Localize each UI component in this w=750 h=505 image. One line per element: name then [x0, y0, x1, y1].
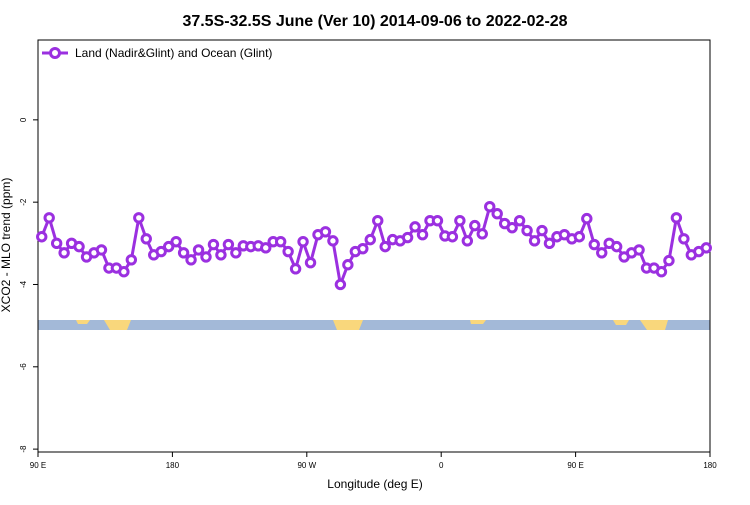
- point: [633, 244, 645, 256]
- y-tick-label: -2: [19, 198, 28, 206]
- point: [95, 244, 108, 256]
- point: [289, 263, 302, 275]
- point: [200, 251, 212, 263]
- point: [461, 235, 474, 247]
- x-tick-label: 90 W: [297, 461, 316, 470]
- y-tick-label: -4: [19, 280, 28, 288]
- point: [543, 237, 556, 250]
- point: [155, 245, 167, 258]
- point: [416, 228, 429, 241]
- point: [125, 254, 138, 266]
- point: [506, 221, 518, 234]
- y-axis-label: XCO2 - MLO trend (ppm): [0, 178, 13, 313]
- point: [401, 231, 414, 244]
- point: [170, 235, 182, 248]
- point: [454, 214, 466, 227]
- point: [610, 240, 623, 253]
- point: [319, 226, 332, 238]
- point: [185, 254, 197, 266]
- point: [670, 212, 683, 224]
- point: [484, 200, 496, 213]
- point: [162, 240, 175, 253]
- point: [588, 238, 600, 251]
- point: [342, 259, 354, 271]
- point: [274, 235, 287, 248]
- x-tick-label: 180: [703, 461, 717, 470]
- point: [409, 221, 421, 233]
- point: [372, 214, 384, 227]
- point: [260, 242, 272, 254]
- y-tick-label: -8: [19, 445, 28, 453]
- point: [43, 212, 55, 224]
- point: [58, 247, 70, 259]
- x-tick-label: 90 E: [30, 461, 46, 470]
- point: [513, 214, 526, 227]
- point: [528, 235, 541, 247]
- legend-label: Land (Nadir&Glint) and Ocean (Glint): [75, 46, 272, 60]
- y-tick-label: -6: [19, 363, 28, 371]
- point: [50, 237, 63, 250]
- legend-marker: [49, 47, 61, 59]
- point: [573, 231, 586, 243]
- point: [177, 247, 190, 259]
- x-tick-label: 90 E: [567, 461, 583, 470]
- point: [476, 228, 488, 240]
- point: [357, 242, 369, 255]
- point: [207, 238, 220, 251]
- point: [230, 247, 242, 259]
- point: [581, 212, 593, 225]
- point: [678, 233, 690, 245]
- point: [663, 254, 675, 267]
- point: [73, 240, 85, 253]
- x-tick-label: 180: [166, 461, 180, 470]
- point: [215, 249, 227, 261]
- point: [431, 214, 444, 227]
- point: [297, 235, 309, 248]
- point: [140, 233, 152, 245]
- point: [36, 231, 48, 243]
- point: [655, 266, 668, 278]
- legend: Land (Nadir&Glint) and Ocean (Glint): [42, 46, 272, 60]
- point: [446, 231, 459, 243]
- point: [700, 242, 712, 254]
- point: [491, 207, 503, 220]
- point: [282, 245, 294, 258]
- point: [364, 233, 376, 246]
- map-strip: [38, 320, 710, 330]
- point: [118, 266, 130, 278]
- point: [304, 256, 317, 269]
- point: [222, 238, 235, 251]
- point: [133, 212, 145, 224]
- point: [469, 219, 481, 232]
- point: [379, 240, 391, 253]
- point: [521, 224, 533, 237]
- x-axis-label: Longitude (deg E): [327, 477, 422, 491]
- point: [327, 235, 339, 247]
- point: [192, 244, 205, 256]
- point: [334, 278, 347, 291]
- chart-title: 37.5S-32.5S June (Ver 10) 2014-09-06 to …: [182, 13, 567, 30]
- point: [536, 224, 548, 237]
- point: [596, 247, 608, 259]
- y-tick-label: 0: [19, 117, 28, 122]
- x-tick-label: 0: [439, 461, 444, 470]
